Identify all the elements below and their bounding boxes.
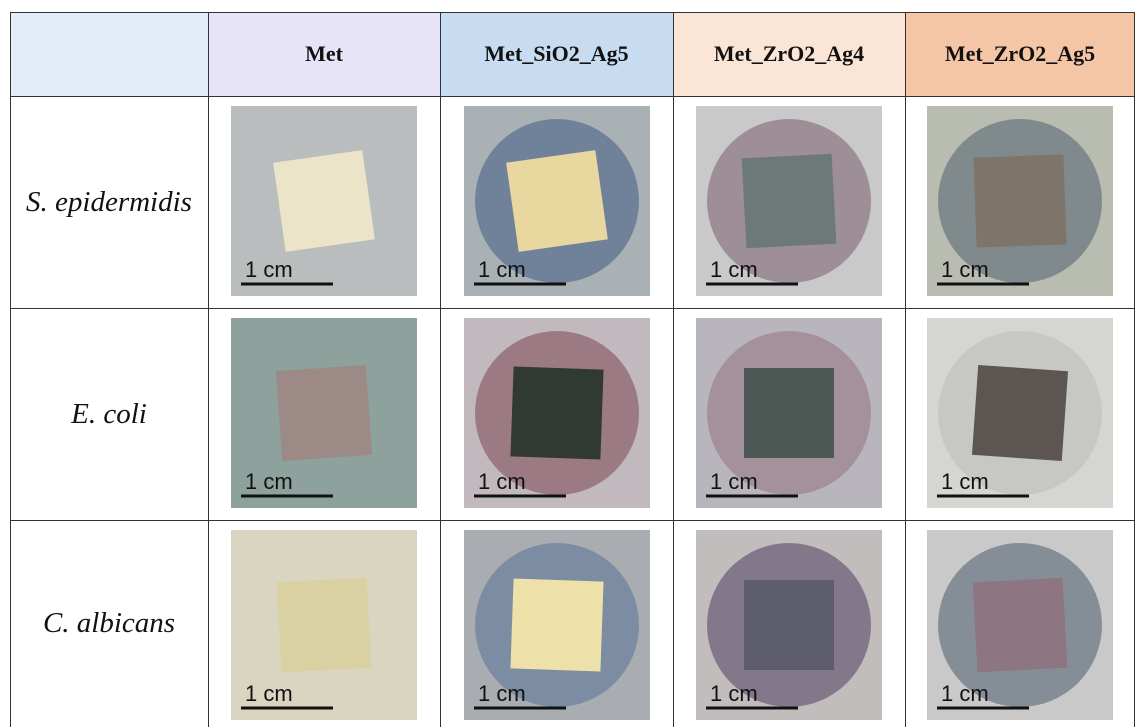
scale-label: 1 cm <box>941 469 989 494</box>
scale-label: 1 cm <box>245 257 293 282</box>
sample-photo: 1 cm <box>696 530 882 720</box>
row-label: C. albicans <box>42 607 176 639</box>
sample-photo: 1 cm <box>231 530 417 720</box>
table-rule <box>10 520 1135 521</box>
table-rule <box>905 12 906 727</box>
column-header: Met <box>208 12 440 96</box>
sample-photo: 1 cm <box>231 106 417 296</box>
table-rule <box>440 12 441 727</box>
scale-label: 1 cm <box>941 257 989 282</box>
scale-label: 1 cm <box>478 681 526 706</box>
sample-photo: 1 cm <box>927 106 1113 296</box>
scale-label: 1 cm <box>710 257 758 282</box>
sample-photo: 1 cm <box>463 106 650 296</box>
table-rule <box>673 12 674 727</box>
row-label: E. coli <box>71 397 147 430</box>
scale-label: 1 cm <box>941 681 989 706</box>
sample-photo: 1 cm <box>927 318 1113 508</box>
column-header: Met_ZrO2_Ag4 <box>673 12 905 96</box>
scale-label: 1 cm <box>710 681 758 706</box>
table-rule <box>10 12 1135 13</box>
sample-photo: 1 cm <box>696 106 882 296</box>
scale-label: 1 cm <box>478 469 526 494</box>
scale-label: 1 cm <box>245 469 293 494</box>
sample-photo: 1 cm <box>463 530 650 720</box>
sample-photo: 1 cm <box>927 530 1113 720</box>
table-rule <box>208 12 209 727</box>
column-header: Met_SiO2_Ag5 <box>440 12 673 96</box>
sample-photo: 1 cm <box>231 318 417 508</box>
table-rule <box>10 308 1135 309</box>
sample-photo: 1 cm <box>463 318 650 508</box>
row-label: S. epidermidis <box>26 185 192 218</box>
column-header: Met_ZrO2_Ag5 <box>905 12 1135 96</box>
scale-label: 1 cm <box>478 257 526 282</box>
scale-label: 1 cm <box>245 681 293 706</box>
table-rule <box>10 12 11 727</box>
table-rule <box>10 96 1135 97</box>
sample-photo: 1 cm <box>696 318 882 508</box>
header-corner <box>10 12 208 96</box>
scale-label: 1 cm <box>710 469 758 494</box>
